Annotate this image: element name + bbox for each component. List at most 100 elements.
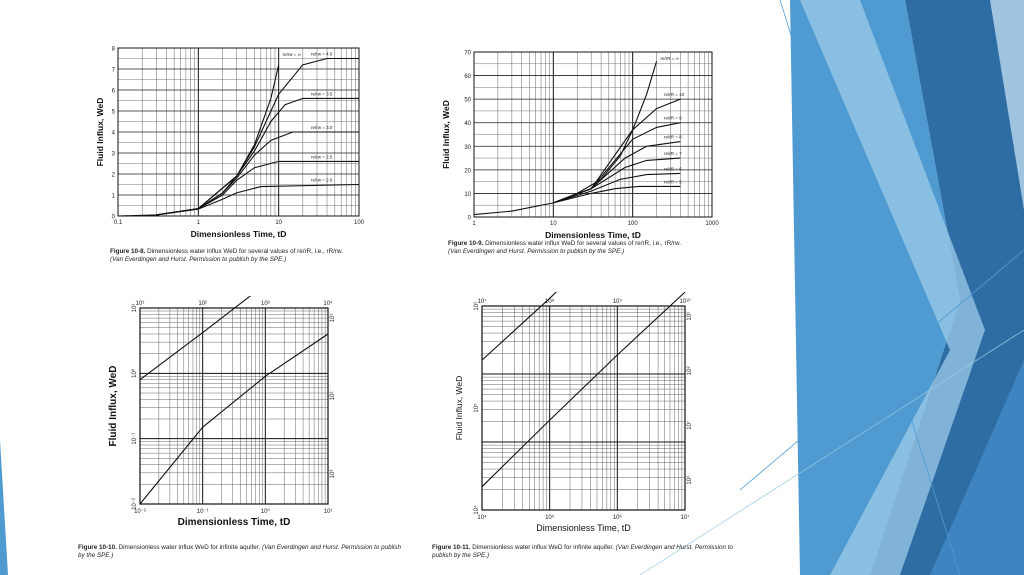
caption-credit: (Van Everdingen and Hurst. Permission to… — [78, 544, 402, 559]
plot-frame — [481, 305, 686, 511]
y-tick-label: 8 — [112, 47, 116, 53]
y-tick-label: 7 — [112, 68, 116, 74]
x-tick-label-top: 10⁹ — [613, 298, 623, 305]
y-tick-label-left: 10⁴ — [473, 505, 480, 515]
series-line — [156, 97, 359, 216]
y-tick-label-left: 10⁵ — [473, 403, 480, 413]
x-tick-label-bottom: 10⁰ — [261, 508, 271, 515]
deco-right-lower — [930, 360, 1024, 575]
x-tick-label: 100 — [354, 220, 365, 226]
y-tick-label: 6 — [112, 89, 116, 95]
y-tick-label: 3 — [112, 152, 116, 158]
x-tick-label-bottom: 10⁵ — [545, 514, 555, 521]
deco-line-1 — [779, 0, 961, 575]
x-tick-label-top: 10⁴ — [323, 300, 333, 307]
caption-text: Dimensionless water influx WeD for infin… — [118, 544, 261, 551]
x-tick-label: 1 — [472, 221, 476, 227]
caption-credit: (Van Everdingen and Hurst. Permission to… — [110, 256, 287, 263]
x-axis-label: Dimensionless Time, tD — [178, 517, 291, 528]
series-label: re/rR = 8 — [664, 135, 682, 140]
y-axis-label: Fluid Influx, WeD — [108, 366, 119, 447]
x-tick-label-bottom: 10⁶ — [613, 514, 623, 521]
y-tick-label: 2 — [112, 173, 116, 179]
x-tick-label-top: 10³ — [261, 301, 270, 307]
deco-dark-band — [870, 0, 1024, 575]
y-tick-label: 0 — [112, 215, 116, 221]
caption-text: Dimensionless water influx WeD for sever… — [485, 240, 681, 247]
plot-frame — [473, 51, 713, 218]
x-tick-label-top: 10⁷ — [478, 298, 487, 305]
y-tick-label-left: 10⁶ — [473, 301, 480, 311]
y-tick-label: 50 — [464, 98, 471, 104]
series-label: re/rR = 5 — [664, 179, 682, 184]
caption-label: Figure 10-9. — [448, 240, 484, 247]
y-tick-label-right: 10³ — [330, 470, 336, 479]
x-tick-label: 100 — [628, 221, 639, 227]
caption-label: Figure 10-11. — [432, 544, 471, 551]
series-line — [481, 292, 557, 361]
x-axis-label: Dimensionless Time, tD — [545, 230, 641, 240]
caption-figure-10-10: Figure 10-10. Dimensionless water influx… — [78, 544, 408, 560]
y-axis-label: Fluid Influx, WeD — [95, 98, 105, 167]
series-line — [553, 172, 681, 204]
series-label: re/rR = 9 — [664, 116, 682, 121]
series-line — [139, 296, 252, 381]
x-tick-label-bottom: 10¹ — [324, 509, 333, 515]
caption-credit: (Van Everdingen and Hurst. Permission to… — [432, 544, 733, 559]
x-tick-label-bottom: 10⁻² — [134, 509, 146, 515]
caption-label: Figure 10-8. — [110, 248, 146, 255]
y-tick-label-right: 10² — [330, 392, 336, 401]
deco-light-band — [800, 0, 985, 575]
x-tick-label-top: 10¹⁰ — [679, 298, 691, 305]
y-tick-label-right: 10⁶ — [686, 475, 693, 485]
x-tick-label: 1000 — [705, 221, 719, 227]
y-tick-label-left: 10¹ — [132, 304, 138, 313]
x-tick-label: 1 — [197, 220, 201, 226]
series-label: re/rw = 3.0 — [311, 125, 333, 130]
caption-text: Dimensionless water influx WeD for sever… — [147, 248, 343, 255]
caption-label: Figure 10-10. — [78, 544, 117, 551]
series-label: re/rw = 4.0 — [311, 52, 333, 57]
series-label: re/rR = ∞ — [661, 56, 679, 61]
plot-frame — [139, 307, 329, 505]
x-axis-label: Dimensionless Time, tD — [536, 523, 631, 533]
series-label: re/rR = 7 — [664, 151, 682, 156]
deco-pale-band — [990, 0, 1024, 210]
x-tick-label: 10 — [550, 221, 557, 227]
y-axis-label: Fluid Influx, WeD — [454, 376, 464, 441]
x-axis-label: Dimensionless Time, tD — [191, 229, 287, 239]
series-line — [553, 185, 681, 204]
y-tick-label-right: 10⁹ — [686, 311, 693, 321]
series-label: re/rw = ∞ — [283, 52, 301, 57]
series-line — [139, 333, 329, 505]
y-tick-label-right: 10⁷ — [686, 421, 693, 430]
y-tick-label-left: 10⁻² — [132, 498, 138, 510]
x-tick-label: 10 — [275, 220, 282, 226]
y-tick-label: 4 — [112, 131, 116, 137]
chart-figure-10-8: 0 1 2 3 4 5 6 7 8 0.1 1 10 100 Dimensionless Time, tD… — [95, 47, 365, 240]
chart-figure-10-9: 0 10 20 30 40 50 60 70 1 10 100 1000 Dimensionless T… — [441, 51, 719, 241]
caption-credit: (Van Everdingen and Hurst. Permission to… — [448, 248, 625, 255]
y-tick-label-right: 10⁸ — [686, 366, 693, 376]
series-label: re/rw = 2.0 — [311, 178, 333, 183]
caption-text: Dimensionless water influx WeD for infin… — [472, 544, 614, 551]
y-tick-label: 70 — [464, 51, 471, 57]
deco-left-sliver — [0, 440, 8, 575]
x-tick-label-bottom: 10⁴ — [477, 514, 487, 521]
series-line — [481, 292, 686, 488]
series-label: re/rw = 3.5 — [311, 91, 333, 96]
y-tick-label-right: 10¹ — [330, 314, 336, 323]
series-line — [553, 122, 681, 204]
x-tick-label-top: 10⁸ — [545, 298, 555, 305]
series-line — [553, 157, 681, 204]
x-tick-label: 0.1 — [114, 220, 123, 226]
deco-line-2 — [739, 249, 1024, 491]
x-tick-label-top: 10¹ — [136, 301, 145, 307]
series-line — [156, 160, 359, 216]
x-tick-label-top: 10² — [198, 301, 207, 307]
series-label: re/rR = 6 — [664, 166, 682, 171]
y-tick-label: 40 — [464, 121, 471, 127]
